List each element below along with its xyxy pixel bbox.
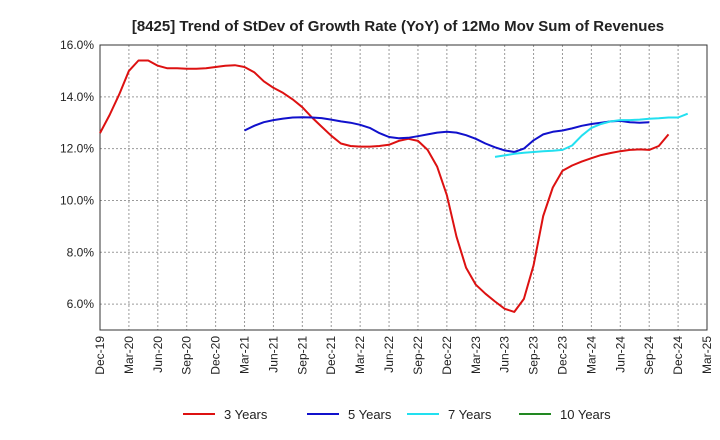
legend: 3 Years 5 Years 7 Years 10 Years: [183, 407, 611, 422]
legend-label-2: 5 Years: [348, 407, 392, 422]
x-tick-label: Jun-20: [151, 336, 165, 373]
x-tick-label: Dec-20: [209, 336, 223, 375]
x-tick-label: Jun-22: [382, 336, 396, 373]
x-tick-label: Mar-25: [700, 336, 714, 374]
plot-frame: [99, 44, 708, 331]
series-line-1: [99, 59, 670, 313]
series-line-3: [494, 112, 689, 158]
grid: [99, 44, 708, 330]
x-tick-label: Mar-24: [584, 336, 598, 374]
x-tick-label: Sep-23: [527, 336, 541, 375]
chart-title: [8425] Trend of StDev of Growth Rate (Yo…: [132, 18, 664, 35]
y-tick-label: 12.0%: [60, 142, 94, 156]
x-tick-label: Mar-21: [238, 336, 252, 374]
legend-label-1: 3 Years: [224, 407, 268, 422]
x-tick-label: Sep-22: [411, 336, 425, 375]
x-tick-label: Dec-21: [324, 336, 338, 375]
x-tick-label: Mar-22: [353, 336, 367, 374]
x-tick-label: Mar-20: [122, 336, 136, 374]
y-axis-tick-labels: 6.0% 8.0% 10.0% 12.0% 14.0% 16.0%: [60, 38, 94, 311]
x-tick-label: Sep-21: [295, 336, 309, 375]
legend-label-4: 10 Years: [560, 407, 611, 422]
y-tick-label: 8.0%: [67, 245, 95, 259]
x-tick-label: Sep-20: [180, 336, 194, 375]
x-tick-label: Jun-24: [613, 336, 627, 373]
y-tick-label: 6.0%: [67, 297, 95, 311]
series-lines: [99, 59, 689, 313]
x-tick-label: Dec-24: [671, 336, 685, 375]
y-tick-label: 10.0%: [60, 193, 94, 207]
legend-label-3: 7 Years: [448, 407, 492, 422]
y-tick-label: 14.0%: [60, 90, 94, 104]
x-tick-label: Jun-21: [266, 336, 280, 373]
series-line-2: [244, 116, 650, 153]
x-tick-label: Dec-19: [93, 336, 107, 375]
x-tick-label: Jun-23: [498, 336, 512, 373]
x-tick-label: Sep-24: [642, 336, 656, 375]
x-tick-label: Dec-22: [440, 336, 454, 375]
x-tick-label: Mar-23: [469, 336, 483, 374]
y-tick-label: 16.0%: [60, 38, 94, 52]
x-axis-tick-labels: Dec-19 Mar-20 Jun-20 Sep-20 Dec-20 Mar-21 Jun-…: [93, 336, 714, 375]
x-tick-label: Dec-23: [555, 336, 569, 375]
